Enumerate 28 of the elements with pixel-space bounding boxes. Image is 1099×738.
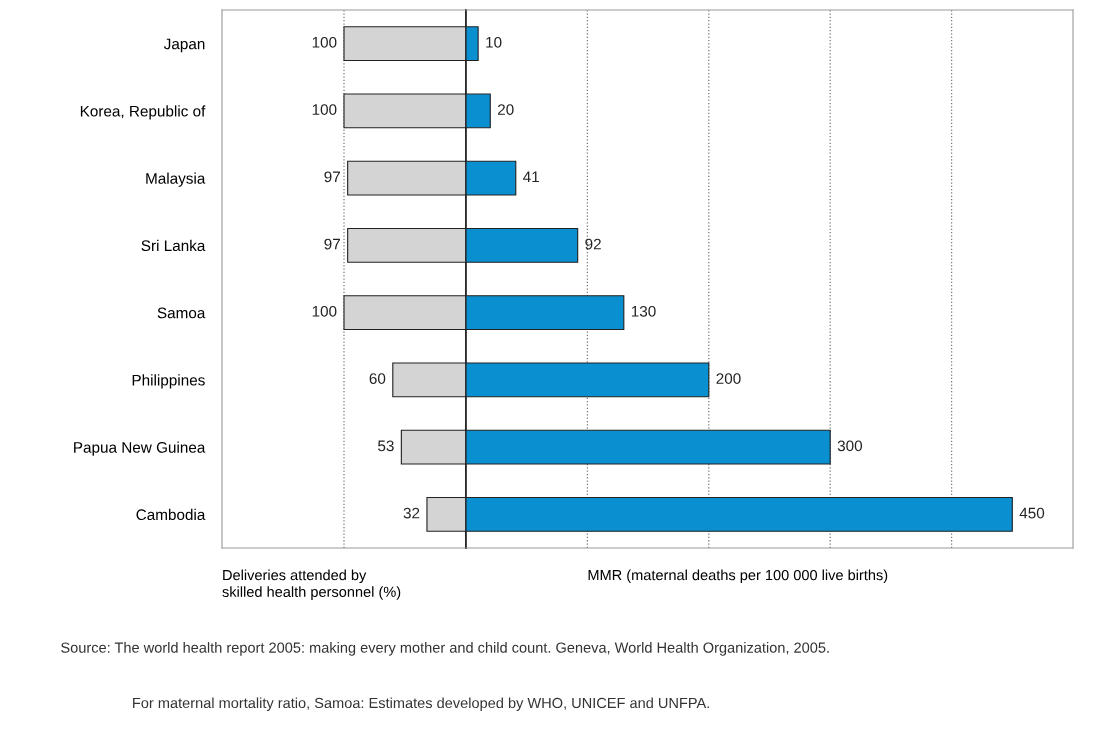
y-tick-label: Sri Lanka: [141, 239, 206, 252]
data-label: 92: [585, 238, 601, 250]
y-tick-label: Japan: [163, 38, 205, 53]
y-tick-label: Samoa: [157, 307, 206, 319]
data-label: 97: [324, 171, 340, 183]
data-label: 100: [312, 104, 337, 115]
y-tick-label: Cambodia: [136, 508, 206, 521]
y-tick-label: Papua New Guinea: [74, 441, 206, 456]
y-tick-label: Philippines: [132, 374, 205, 389]
data-label: 41: [523, 171, 539, 183]
data-label: 97: [324, 238, 340, 250]
data-label: 60: [369, 373, 386, 384]
data-label: 300: [837, 440, 863, 452]
y-tick-label: Malaysia: [146, 172, 206, 187]
x-axis-title: MMR (maternal deaths per 100 000 live births): [588, 569, 888, 584]
data-label: 200: [716, 373, 741, 384]
data-label: 20: [497, 104, 514, 115]
data-label: 130: [631, 305, 656, 317]
data-label: 100: [312, 305, 337, 317]
data-label: 10: [486, 36, 502, 48]
y-tick-label: Korea, Republic of: [80, 105, 206, 120]
source-note: Source: The world health report 2005: making every mother and child count. Geneva, World Health Organization, 2005.: [61, 642, 829, 656]
x-axis-title: Deliveries attended by skilled health personnel (%): [222, 569, 401, 600]
data-label: 100: [312, 36, 337, 48]
text: For maternal mortality ratio, Samoa: Estimates developed by WHO, UNICEF and UNFPA.: [133, 697, 709, 711]
data-label: 32: [403, 507, 420, 519]
data-label: 53: [378, 440, 394, 452]
data-label: 450: [1019, 507, 1045, 519]
